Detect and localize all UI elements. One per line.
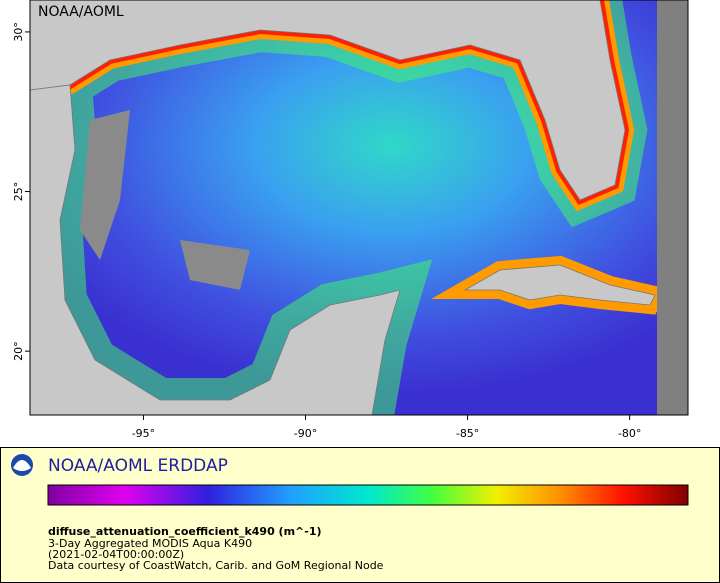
logo-bird	[13, 460, 31, 471]
lat-tick-label: 25°	[12, 182, 25, 202]
lat-tick-label: 30°	[12, 22, 25, 42]
lat-tick-label: 20°	[12, 341, 25, 361]
map-frame	[29, 0, 689, 416]
variable-name: diffuse_attenuation_coefficient_k490 (m^…	[48, 525, 322, 538]
lon-tick-label: -80°	[618, 427, 641, 440]
colorbar	[47, 484, 689, 506]
lon-tick-label: -95°	[132, 427, 155, 440]
legend-title: NOAA/AOML ERDDAP	[48, 456, 228, 476]
map-area	[30, 0, 688, 415]
lon-tick-label: -85°	[456, 427, 479, 440]
legend-line: 3-Day Aggregated MODIS Aqua K490	[48, 537, 252, 550]
legend-line: Data courtesy of CoastWatch, Carib. and …	[48, 559, 384, 572]
lon-tick-label: -90°	[294, 427, 317, 440]
legend-box	[0, 447, 720, 583]
watermark: NOAA/AOML	[38, 4, 124, 20]
land	[30, 0, 669, 415]
no-data-strip	[657, 0, 688, 415]
legend-line: (2021-02-04T00:00:00Z)	[48, 548, 184, 561]
